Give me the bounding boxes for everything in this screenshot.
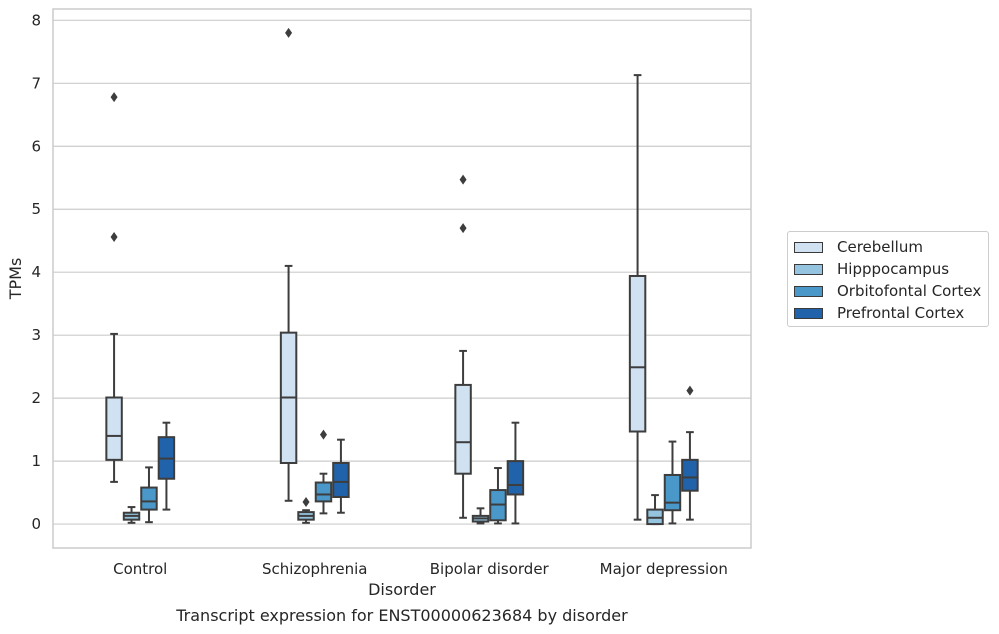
outlier-point: [110, 92, 118, 103]
y-axis-label: TPMs: [6, 258, 25, 301]
plot-frame: [52, 8, 752, 549]
x-tick-label: Bipolar disorder: [430, 560, 550, 578]
outlier-point: [686, 385, 694, 396]
y-tick-label: 8: [31, 11, 41, 29]
box: [314, 481, 333, 503]
x-tick-label: Control: [113, 560, 167, 578]
outlier-point: [459, 223, 467, 234]
legend-label: Cerebellum: [837, 238, 923, 256]
outlier-point: [302, 497, 310, 508]
legend-label: Orbitofontal Cortex: [837, 282, 982, 300]
outlier-point: [319, 429, 327, 440]
y-tick-label: 5: [31, 200, 41, 218]
outlier-point: [285, 27, 293, 38]
y-tick-label: 4: [31, 263, 41, 281]
legend-label: Hipppocampus: [837, 260, 950, 278]
y-tick-label: 0: [31, 515, 41, 533]
legend-swatch: [794, 241, 823, 253]
x-tick-label: Major depression: [600, 560, 728, 578]
box: [105, 396, 123, 461]
legend-swatch: [794, 285, 823, 297]
outlier-point: [459, 174, 467, 185]
box: [628, 274, 647, 433]
y-tick-label: 3: [31, 326, 41, 344]
y-tick-label: 7: [31, 74, 41, 92]
chart-caption: Transcript expression for ENST0000062368…: [176, 606, 628, 625]
legend-item: Cerebellum: [794, 236, 982, 258]
outlier-point: [110, 231, 118, 242]
legend-item: Orbitofontal Cortex: [794, 280, 982, 302]
box: [506, 460, 525, 496]
box: [140, 486, 158, 511]
y-tick-label: 2: [31, 389, 41, 407]
box: [681, 458, 699, 492]
y-tick-label: 1: [31, 452, 41, 470]
legend-swatch: [794, 263, 823, 275]
legend-item: Prefrontal Cortex: [794, 302, 982, 324]
box: [663, 473, 682, 512]
legend-label: Prefrontal Cortex: [837, 304, 965, 322]
legend: Cerebellum Hipppocampus Orbitofontal Corte…: [787, 231, 989, 327]
legend-swatch: [794, 307, 823, 319]
x-tick-label: Schizophrenia: [262, 560, 367, 578]
y-tick-label: 6: [31, 137, 41, 155]
box: [332, 461, 350, 498]
x-axis-label: Disorder: [368, 580, 436, 599]
legend-item: Hipppocampus: [794, 258, 982, 280]
box: [454, 383, 472, 475]
